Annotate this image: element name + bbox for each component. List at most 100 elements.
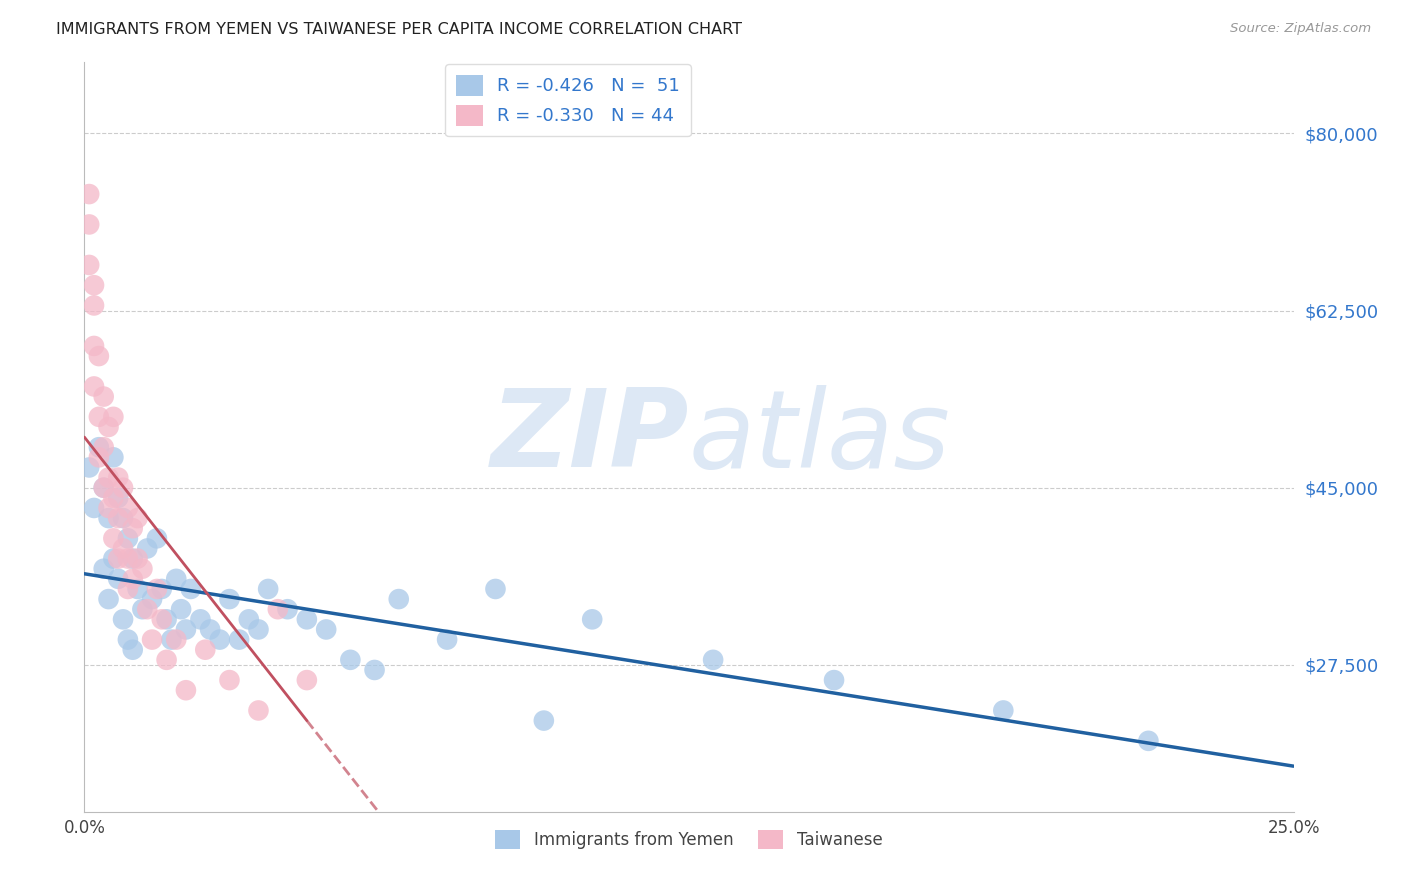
Point (295, 612, 318, 626)
Point (117, 582, 139, 596)
Point (993, 703, 1015, 717)
Point (93, 481, 115, 495)
Point (136, 541, 159, 556)
Text: IMMIGRANTS FROM YEMEN VS TAIWANESE PER CAPITA INCOME CORRELATION CHART: IMMIGRANTS FROM YEMEN VS TAIWANESE PER C… (56, 22, 742, 37)
Point (174, 623, 197, 637)
Point (247, 703, 270, 717)
Point (97, 470, 120, 484)
Text: Source: ZipAtlas.com: Source: ZipAtlas.com (1230, 22, 1371, 36)
Point (97, 592, 120, 607)
Point (107, 470, 129, 484)
Point (276, 602, 298, 616)
Point (97, 420, 120, 434)
Text: atlas: atlas (689, 384, 950, 490)
Point (136, 602, 159, 616)
Point (127, 551, 149, 566)
Point (141, 592, 163, 607)
Point (93, 390, 115, 404)
Point (190, 612, 212, 626)
Point (83, 379, 105, 393)
Point (97, 500, 120, 515)
Point (93, 440, 115, 454)
Point (295, 673, 318, 687)
Point (174, 683, 197, 698)
Text: ZIP: ZIP (491, 384, 689, 490)
Point (103, 409, 125, 424)
Point (363, 663, 385, 677)
Point (87, 409, 110, 424)
Point (107, 511, 129, 525)
Point (93, 481, 115, 495)
Point (131, 562, 153, 576)
Point (165, 632, 187, 647)
Point (103, 450, 125, 465)
Point (97, 511, 120, 525)
Point (155, 653, 177, 667)
Point (218, 592, 240, 607)
Point (117, 632, 139, 647)
Legend: Immigrants from Yemen, Taiwanese: Immigrants from Yemen, Taiwanese (489, 823, 889, 855)
Point (103, 491, 125, 505)
Point (103, 551, 125, 566)
Point (141, 632, 163, 647)
Point (339, 653, 361, 667)
Point (436, 632, 458, 647)
Point (160, 632, 183, 647)
Point (180, 582, 202, 596)
Point (247, 623, 270, 637)
Point (117, 532, 139, 546)
Point (127, 511, 149, 525)
Point (112, 511, 135, 525)
Point (170, 602, 193, 616)
Point (87, 440, 110, 454)
Point (127, 582, 149, 596)
Point (83, 339, 105, 353)
Point (83, 298, 105, 312)
Point (146, 582, 169, 596)
Point (77, 187, 100, 202)
Point (218, 673, 240, 687)
Point (107, 572, 129, 586)
Point (87, 349, 110, 363)
Point (112, 481, 135, 495)
Point (150, 612, 173, 626)
Point (121, 521, 143, 535)
Point (702, 653, 724, 667)
Point (198, 623, 221, 637)
Point (107, 551, 129, 566)
Point (117, 551, 139, 566)
Point (823, 673, 845, 687)
Point (533, 714, 555, 728)
Point (83, 500, 105, 515)
Point (87, 450, 110, 465)
Point (267, 602, 290, 616)
Point (165, 572, 187, 586)
Point (93, 562, 115, 576)
Point (155, 612, 177, 626)
Point (228, 632, 250, 647)
Point (121, 642, 143, 657)
Point (112, 612, 135, 626)
Point (112, 541, 135, 556)
Point (194, 642, 217, 657)
Point (208, 632, 231, 647)
Point (388, 592, 411, 607)
Point (121, 572, 143, 586)
Point (150, 582, 173, 596)
Point (77, 460, 100, 475)
Point (1137, 734, 1160, 748)
Point (257, 582, 280, 596)
Point (77, 218, 100, 232)
Point (315, 623, 337, 637)
Point (117, 500, 139, 515)
Point (103, 532, 125, 546)
Point (484, 582, 506, 596)
Point (581, 612, 603, 626)
Point (121, 551, 143, 566)
Point (238, 612, 260, 626)
Point (107, 491, 129, 505)
Point (131, 602, 153, 616)
Point (146, 532, 169, 546)
Point (77, 258, 100, 272)
Point (83, 278, 105, 293)
